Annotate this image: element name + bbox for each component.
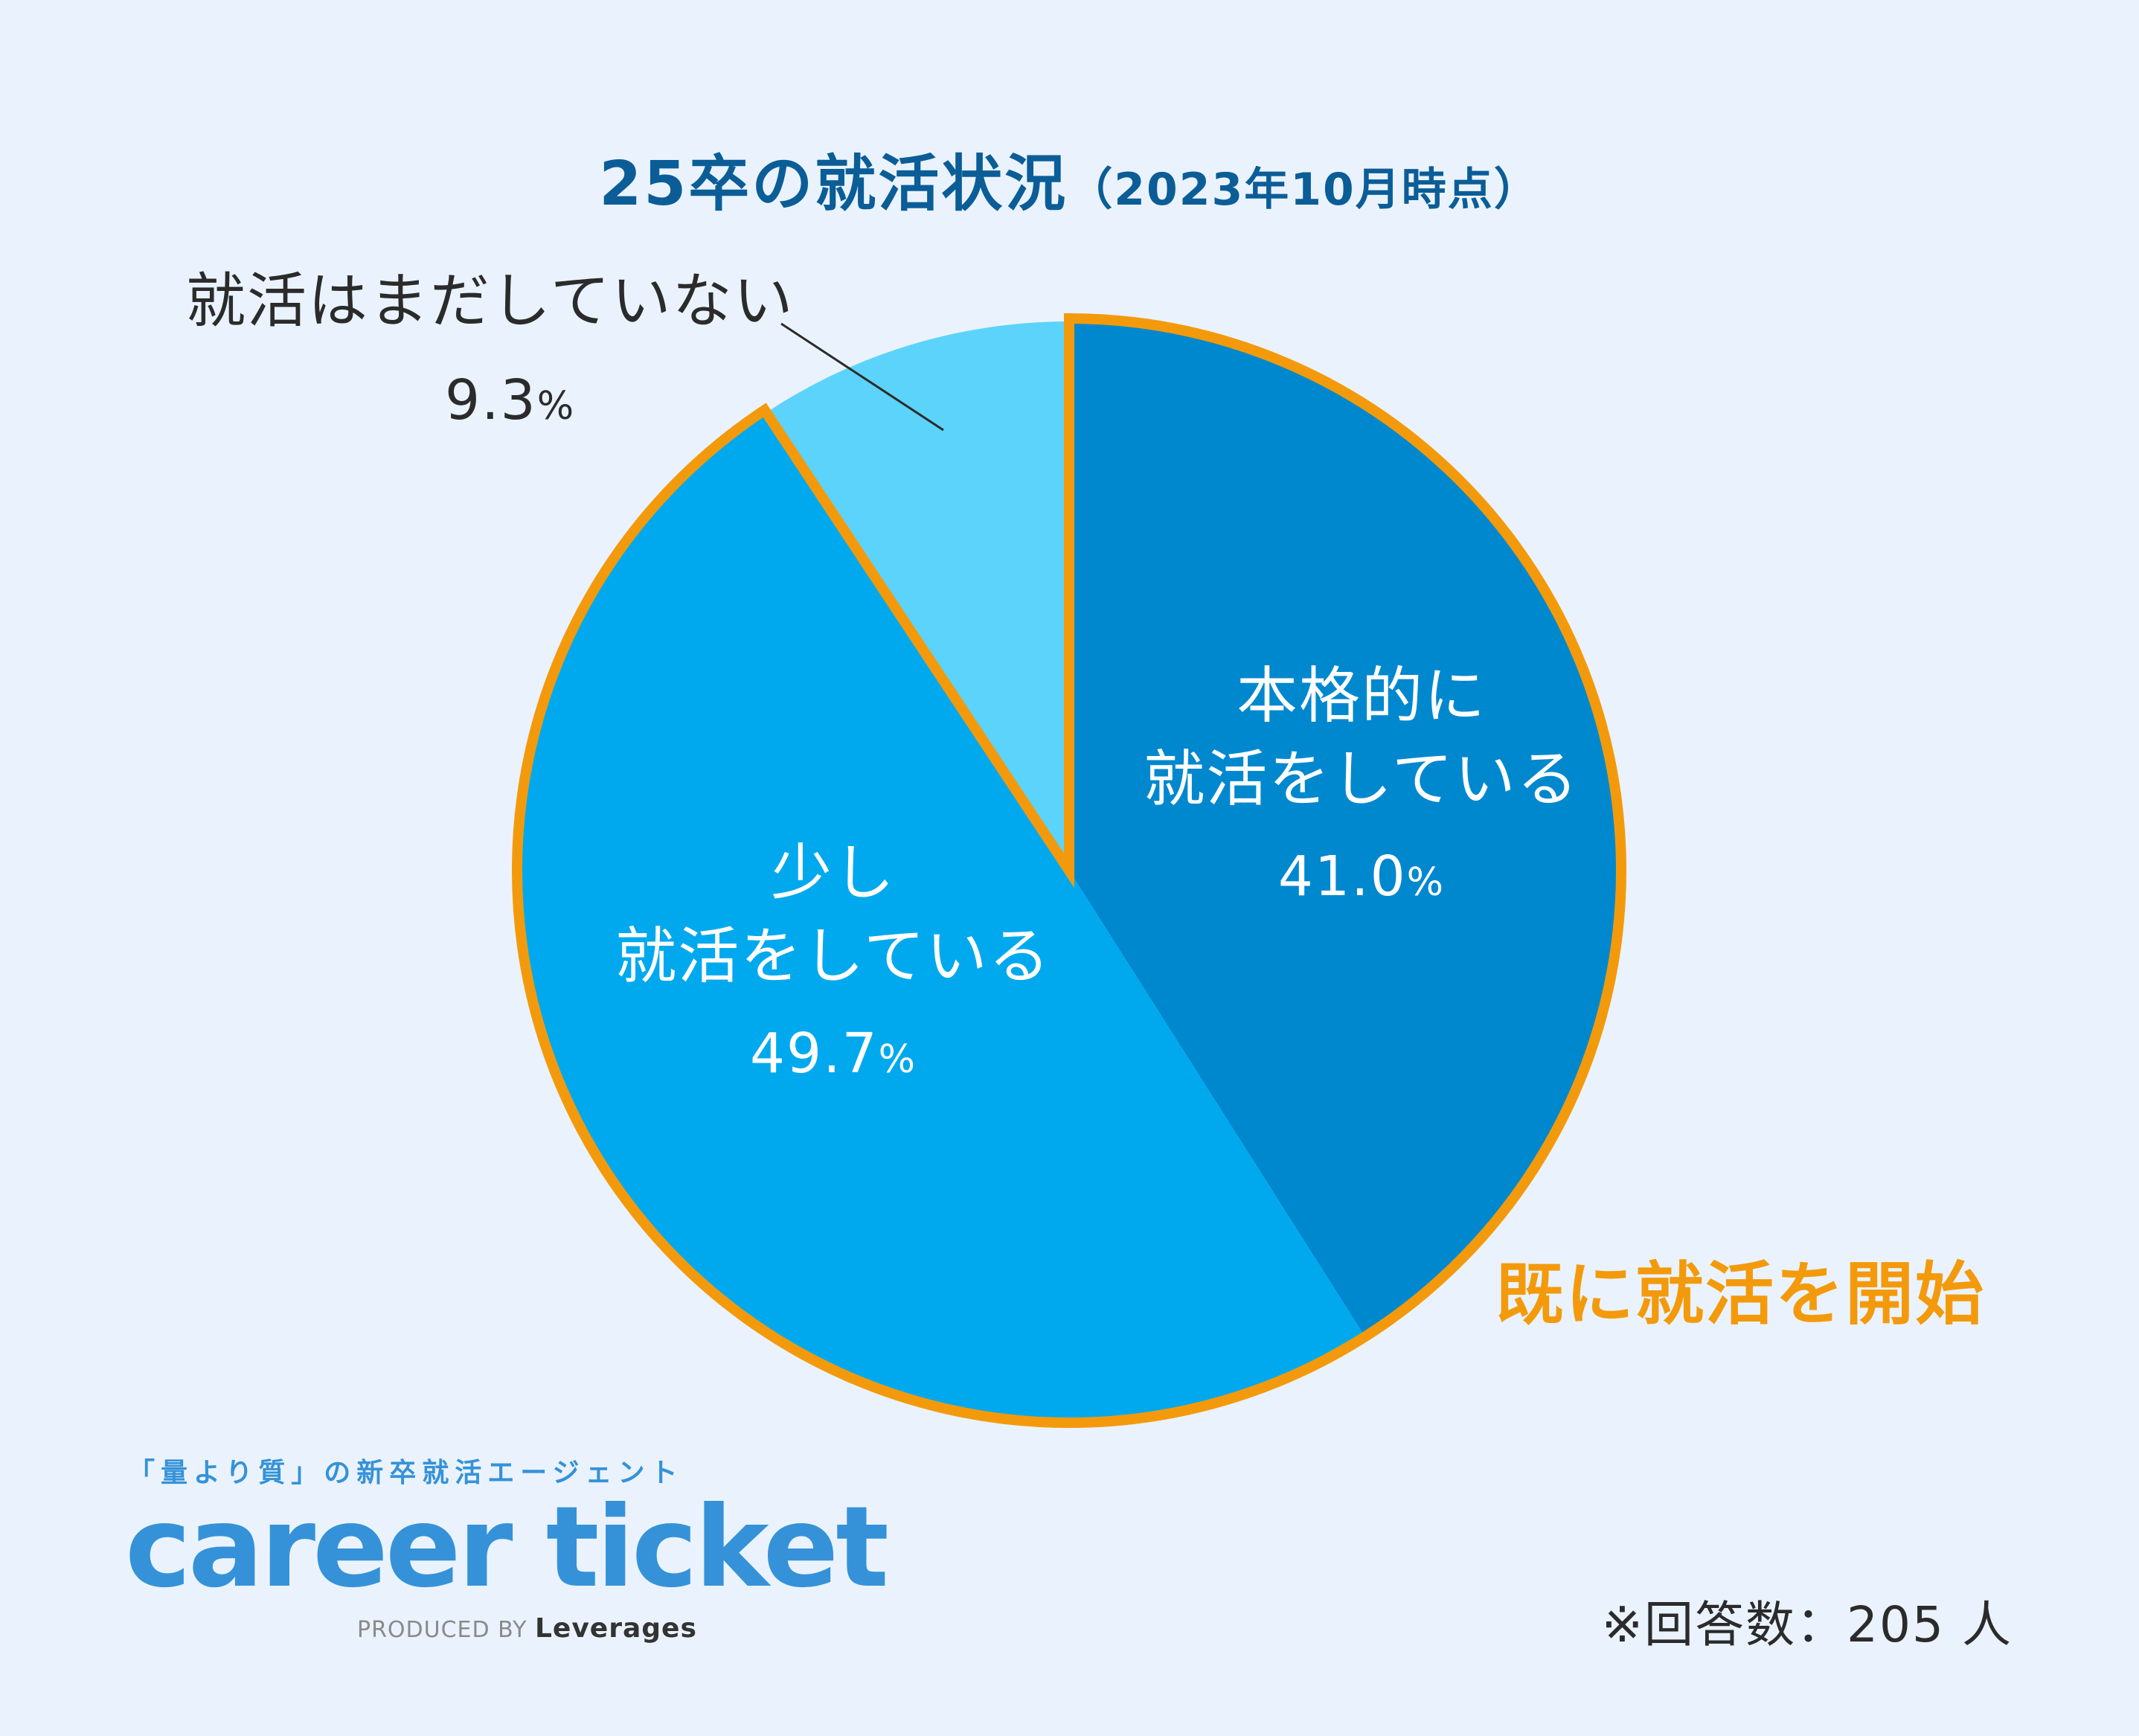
chart-title-main: 25卒の就活状況 — [599, 149, 1068, 220]
started-annotation: 既に就活を開始 — [1495, 1255, 1986, 1334]
pie-slice-some — [519, 412, 1364, 1420]
slice-label-full-line2: 就活をしている — [1144, 744, 1580, 815]
slice-label-full: 本格的に 就活をしている 41.0% — [1101, 655, 1622, 924]
respondent-count: ※回答数：205 人 — [1601, 1596, 2013, 1653]
slice-label-none: 就活はまだしていない — [186, 266, 795, 336]
brand-tagline: 「量より質」の新卒就活エージェント — [128, 1458, 684, 1488]
slice-label-some: 少し 就活をしている 49.7% — [573, 832, 1094, 1101]
started-group-outline — [512, 313, 1626, 1428]
chart-title-sub: （2023年10月時点） — [1068, 164, 1540, 216]
leverages-logo: Leverages — [534, 1613, 697, 1644]
slice-label-some-line2: 就活をしている — [615, 921, 1051, 992]
slice-label-some-line1: 少し — [770, 838, 896, 909]
slice-value-full: 41.0% — [1277, 845, 1446, 909]
pie-slice-full — [1069, 321, 1619, 1335]
slice-value-none: 9.3% — [445, 368, 576, 432]
chart-title: 25卒の就活状況（2023年10月時点） — [0, 134, 2139, 222]
career-ticket-logo: career ticket — [125, 1483, 889, 1612]
leader-line — [780, 322, 944, 432]
produced-by: PRODUCED BY Leverages — [357, 1613, 697, 1644]
slice-label-full-line1: 本格的に — [1236, 661, 1487, 731]
pie-slice-none — [766, 321, 1069, 871]
slice-value-some: 49.7% — [749, 1022, 917, 1086]
